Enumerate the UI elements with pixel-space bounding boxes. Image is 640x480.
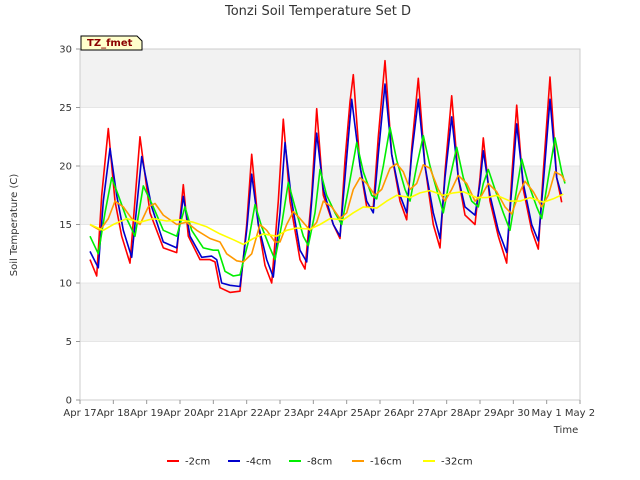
y-tick-label: 20: [59, 162, 72, 173]
x-tick-label: Apr 29: [463, 408, 496, 419]
legend-label: -16cm: [370, 457, 402, 468]
y-tick-label: 5: [66, 337, 72, 348]
x-tick-label: Apr 25: [330, 408, 363, 419]
x-tick-label: Apr 30: [497, 408, 530, 419]
x-tick-label: Apr 26: [363, 408, 396, 419]
plot-band: [80, 224, 580, 283]
plot-band: [80, 341, 580, 400]
plot-band: [80, 107, 580, 166]
background-bands: [80, 48, 580, 401]
legend-label: -4cm: [246, 457, 271, 468]
legend-label: -32cm: [441, 457, 473, 468]
x-tick-label: May 1: [532, 408, 562, 419]
y-tick-label: 30: [59, 45, 72, 56]
series-line-minus-32cm: [89, 189, 564, 246]
x-tick-label: Apr 18: [97, 408, 130, 419]
series-layer: [89, 59, 566, 294]
y-axis-label: Soil Temperature (C): [9, 174, 20, 277]
series-line-minus-8cm: [89, 126, 566, 277]
plot-band: [80, 49, 580, 108]
x-tick-label: Apr 24: [297, 408, 330, 419]
y-tick-labels: 0 5 10 15 20 25 30: [59, 45, 80, 407]
legend: -2cm -4cm -8cm -16cm -32cm: [167, 457, 473, 468]
annotation-badge-shape: [80, 35, 143, 51]
plot-band: [80, 283, 580, 342]
annotation-text: TZ_fmet: [87, 38, 133, 49]
x-tick-label: Apr 17: [63, 408, 96, 419]
y-tick-label: 10: [59, 279, 72, 290]
series-line-minus-16cm: [89, 162, 566, 263]
x-tick-label: Apr 28: [430, 408, 463, 419]
annotation-badge: TZ_fmet: [80, 35, 143, 51]
chart-title: Tonzi Soil Temperature Set D: [224, 4, 411, 19]
x-tick-label: Apr 20: [163, 408, 196, 419]
x-tick-label: Apr 22: [230, 408, 263, 419]
x-tick-label: Apr 27: [397, 408, 430, 419]
series-line-minus-4cm: [89, 83, 563, 288]
y-tick-label: 15: [59, 220, 72, 231]
x-tick-label: Apr 21: [197, 408, 230, 419]
x-tick-label: Apr 19: [130, 408, 163, 419]
x-tick-label: Apr 23: [263, 408, 296, 419]
legend-label: -2cm: [185, 457, 210, 468]
x-tick-label: May 2: [565, 408, 595, 419]
x-axis-label: Time: [553, 425, 578, 436]
x-tick-labels: Apr 17 Apr 18 Apr 19 Apr 20 Apr 21 Apr 22 Apr …: [63, 400, 595, 419]
y-tick-label: 25: [59, 103, 72, 114]
y-tick-label: 0: [66, 396, 72, 407]
legend-label: -8cm: [307, 457, 332, 468]
